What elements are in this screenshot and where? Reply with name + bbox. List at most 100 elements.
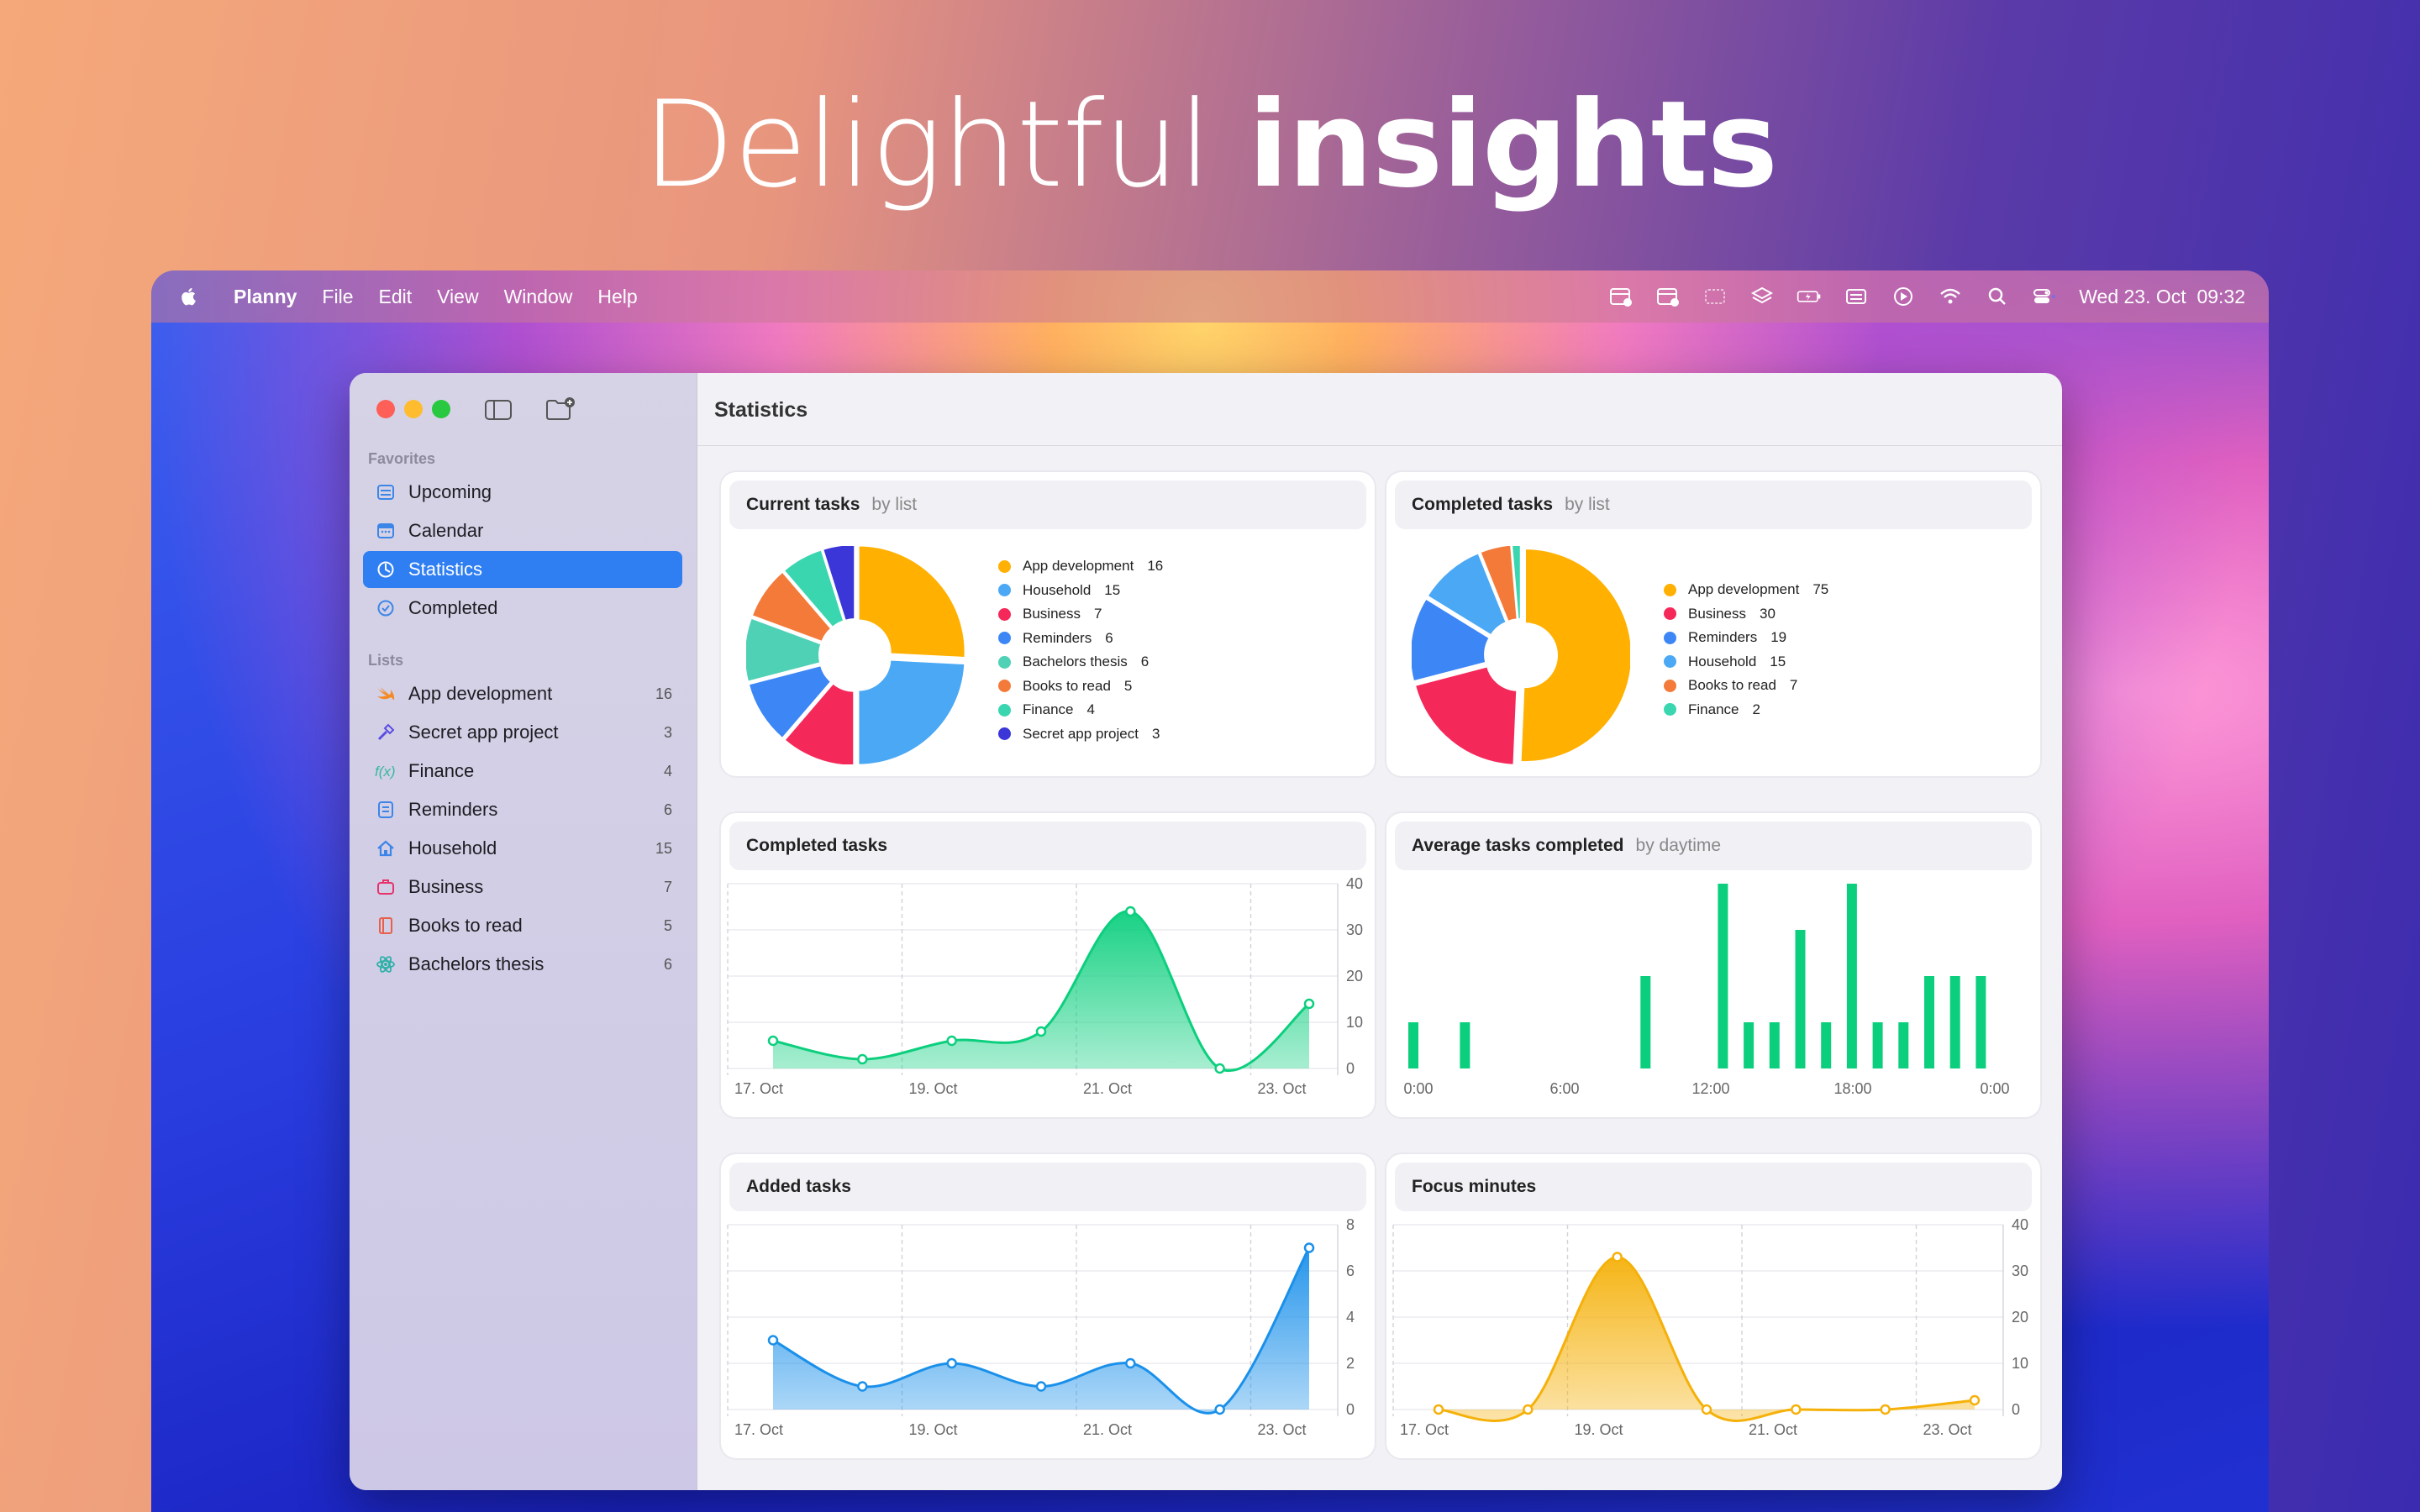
y-tick-label: 6 (1346, 1263, 1355, 1279)
card-subtitle: by list (871, 495, 918, 514)
x-tick-label: 23. Oct (1923, 1421, 1972, 1438)
sidebar-item-calendar[interactable]: Calendar (363, 512, 682, 549)
pie-slice-household (857, 659, 965, 764)
sidebar-item-completed[interactable]: Completed (363, 590, 682, 627)
x-tick-label: 21. Oct (1083, 1080, 1132, 1097)
card-header: Completed tasks (729, 822, 1366, 870)
keyboard-icon[interactable] (1844, 286, 1869, 307)
menu-file[interactable]: File (322, 285, 354, 307)
focus-minutes-card: Focus minutes 40 30 20 10 0 17. Oct 19. Oct 21.… (1386, 1154, 2040, 1458)
sidebar-item-household[interactable]: Household 15 (363, 830, 682, 867)
legend-dot (998, 632, 1011, 645)
legend-dot (998, 559, 1011, 573)
sidebar-item-reminders[interactable]: Reminders 6 (363, 791, 682, 828)
status-area: Wed 23. Oct 09:32 (1608, 286, 2245, 308)
pie-slice-app-development (1519, 548, 1630, 764)
headline-light: Delightful (642, 76, 1212, 214)
bar (1821, 1022, 1832, 1068)
bar (1460, 1022, 1470, 1068)
sidebar-item-label: Secret app project (408, 722, 559, 743)
legend-label: Finance (1023, 701, 1074, 718)
completed-tasks-pie-card: Completed tasks by list App development 75… (1386, 472, 2040, 776)
bar (1408, 1022, 1418, 1068)
book-icon (375, 915, 397, 937)
sidebar-item-app-development[interactable]: App development 16 (363, 675, 682, 712)
new-folder-icon[interactable] (544, 396, 576, 422)
data-point (1035, 1026, 1047, 1037)
sidebar-item-books-to-read[interactable]: Books to read 5 (363, 907, 682, 944)
sidebar-item-count: 3 (663, 723, 672, 741)
sidebar-item-statistics[interactable]: Statistics (363, 551, 682, 588)
bar (1846, 884, 1857, 1068)
data-point (1303, 1242, 1315, 1253)
legend-value: 15 (1104, 581, 1121, 598)
legend-dot (1664, 655, 1676, 669)
legend-item: App development 75 (1664, 578, 1828, 602)
menu-help[interactable]: Help (597, 285, 638, 307)
control-center-icon[interactable] (2032, 286, 2057, 307)
hammer-icon (375, 722, 397, 743)
battery-icon[interactable] (1797, 286, 1822, 307)
pie-slice-books-to-read (1479, 546, 1518, 622)
datetime[interactable]: Wed 23. Oct 09:32 (2079, 285, 2245, 307)
divider (697, 445, 2062, 446)
planny-add-status-icon[interactable] (1655, 286, 1681, 307)
average-tasks-card: Average tasks completed by daytime 0:00 6:… (1386, 813, 2040, 1117)
legend-value: 2 (1752, 701, 1760, 717)
pie-slice-books-to-read (750, 570, 833, 643)
legend-dot (1664, 703, 1676, 717)
toggle-sidebar-icon[interactable] (484, 398, 513, 422)
bar (1795, 930, 1806, 1068)
menu-view[interactable]: View (437, 285, 479, 307)
sidebar-item-upcoming[interactable]: Upcoming (363, 474, 682, 511)
sidebar-item-label: Completed (408, 597, 498, 618)
legend-label: Reminders (1023, 629, 1092, 646)
data-point (1214, 1404, 1225, 1415)
data-point (767, 1335, 779, 1346)
x-tick-label: 23. Oct (1258, 1421, 1307, 1438)
current-tasks-card: Current tasks by list App development 16 Ho… (721, 472, 1375, 776)
legend-label: Books to read (1023, 677, 1111, 694)
legend-label: Reminders (1688, 629, 1758, 646)
sidebar-item-business[interactable]: Business 7 (363, 869, 682, 906)
sidebar-item-finance[interactable]: f(x) Finance 4 (363, 753, 682, 790)
data-point (1880, 1404, 1891, 1415)
statistics-icon (375, 559, 397, 580)
sidebar-item-bachelors-thesis[interactable]: Bachelors thesis 6 (363, 946, 682, 983)
list-icon (375, 799, 397, 821)
pie-slice-reminders (1412, 597, 1491, 683)
y-tick-label: 20 (1346, 968, 1363, 984)
layers-icon[interactable] (1749, 286, 1775, 307)
zoom-window-button[interactable] (432, 400, 450, 418)
sidebar-status-icon[interactable] (1702, 286, 1728, 307)
menubar: Planny File Edit View Window Help Wed 23… (151, 270, 2269, 323)
wifi-icon[interactable] (1938, 286, 1963, 307)
menu-app-name[interactable]: Planny (234, 285, 297, 307)
bar (1924, 976, 1934, 1068)
sidebar-item-secret-app-project[interactable]: Secret app project 3 (363, 714, 682, 751)
data-point (1523, 1404, 1534, 1415)
data-point (1791, 1404, 1802, 1415)
legend-item: Books to read 7 (1664, 674, 1828, 698)
x-tick-label: 19. Oct (909, 1421, 958, 1438)
y-tick-label: 40 (1346, 875, 1363, 892)
menu-edit[interactable]: Edit (378, 285, 413, 307)
legend-label: Bachelors thesis (1023, 654, 1128, 670)
sidebar-item-label: Calendar (408, 520, 484, 541)
legend-item: Finance 4 (998, 698, 1163, 722)
data-point (946, 1035, 957, 1047)
sidebar-item-label: Household (408, 837, 497, 858)
minimize-window-button[interactable] (404, 400, 423, 418)
sidebar-item-count: 7 (663, 878, 672, 895)
data-point (1433, 1404, 1444, 1415)
apple-icon[interactable] (178, 286, 200, 307)
search-icon[interactable] (1985, 286, 2010, 307)
card-header: Current tasks by list (729, 480, 1366, 529)
close-window-button[interactable] (376, 400, 395, 418)
play-icon[interactable] (1891, 286, 1916, 307)
data-point (767, 1035, 779, 1047)
app-window: Favorites Upcoming Calendar Statistics C… (350, 373, 2062, 1490)
planny-calendar-status-icon[interactable] (1608, 286, 1634, 307)
menu-window[interactable]: Window (503, 285, 573, 307)
x-tick-label: 17. Oct (734, 1080, 783, 1097)
